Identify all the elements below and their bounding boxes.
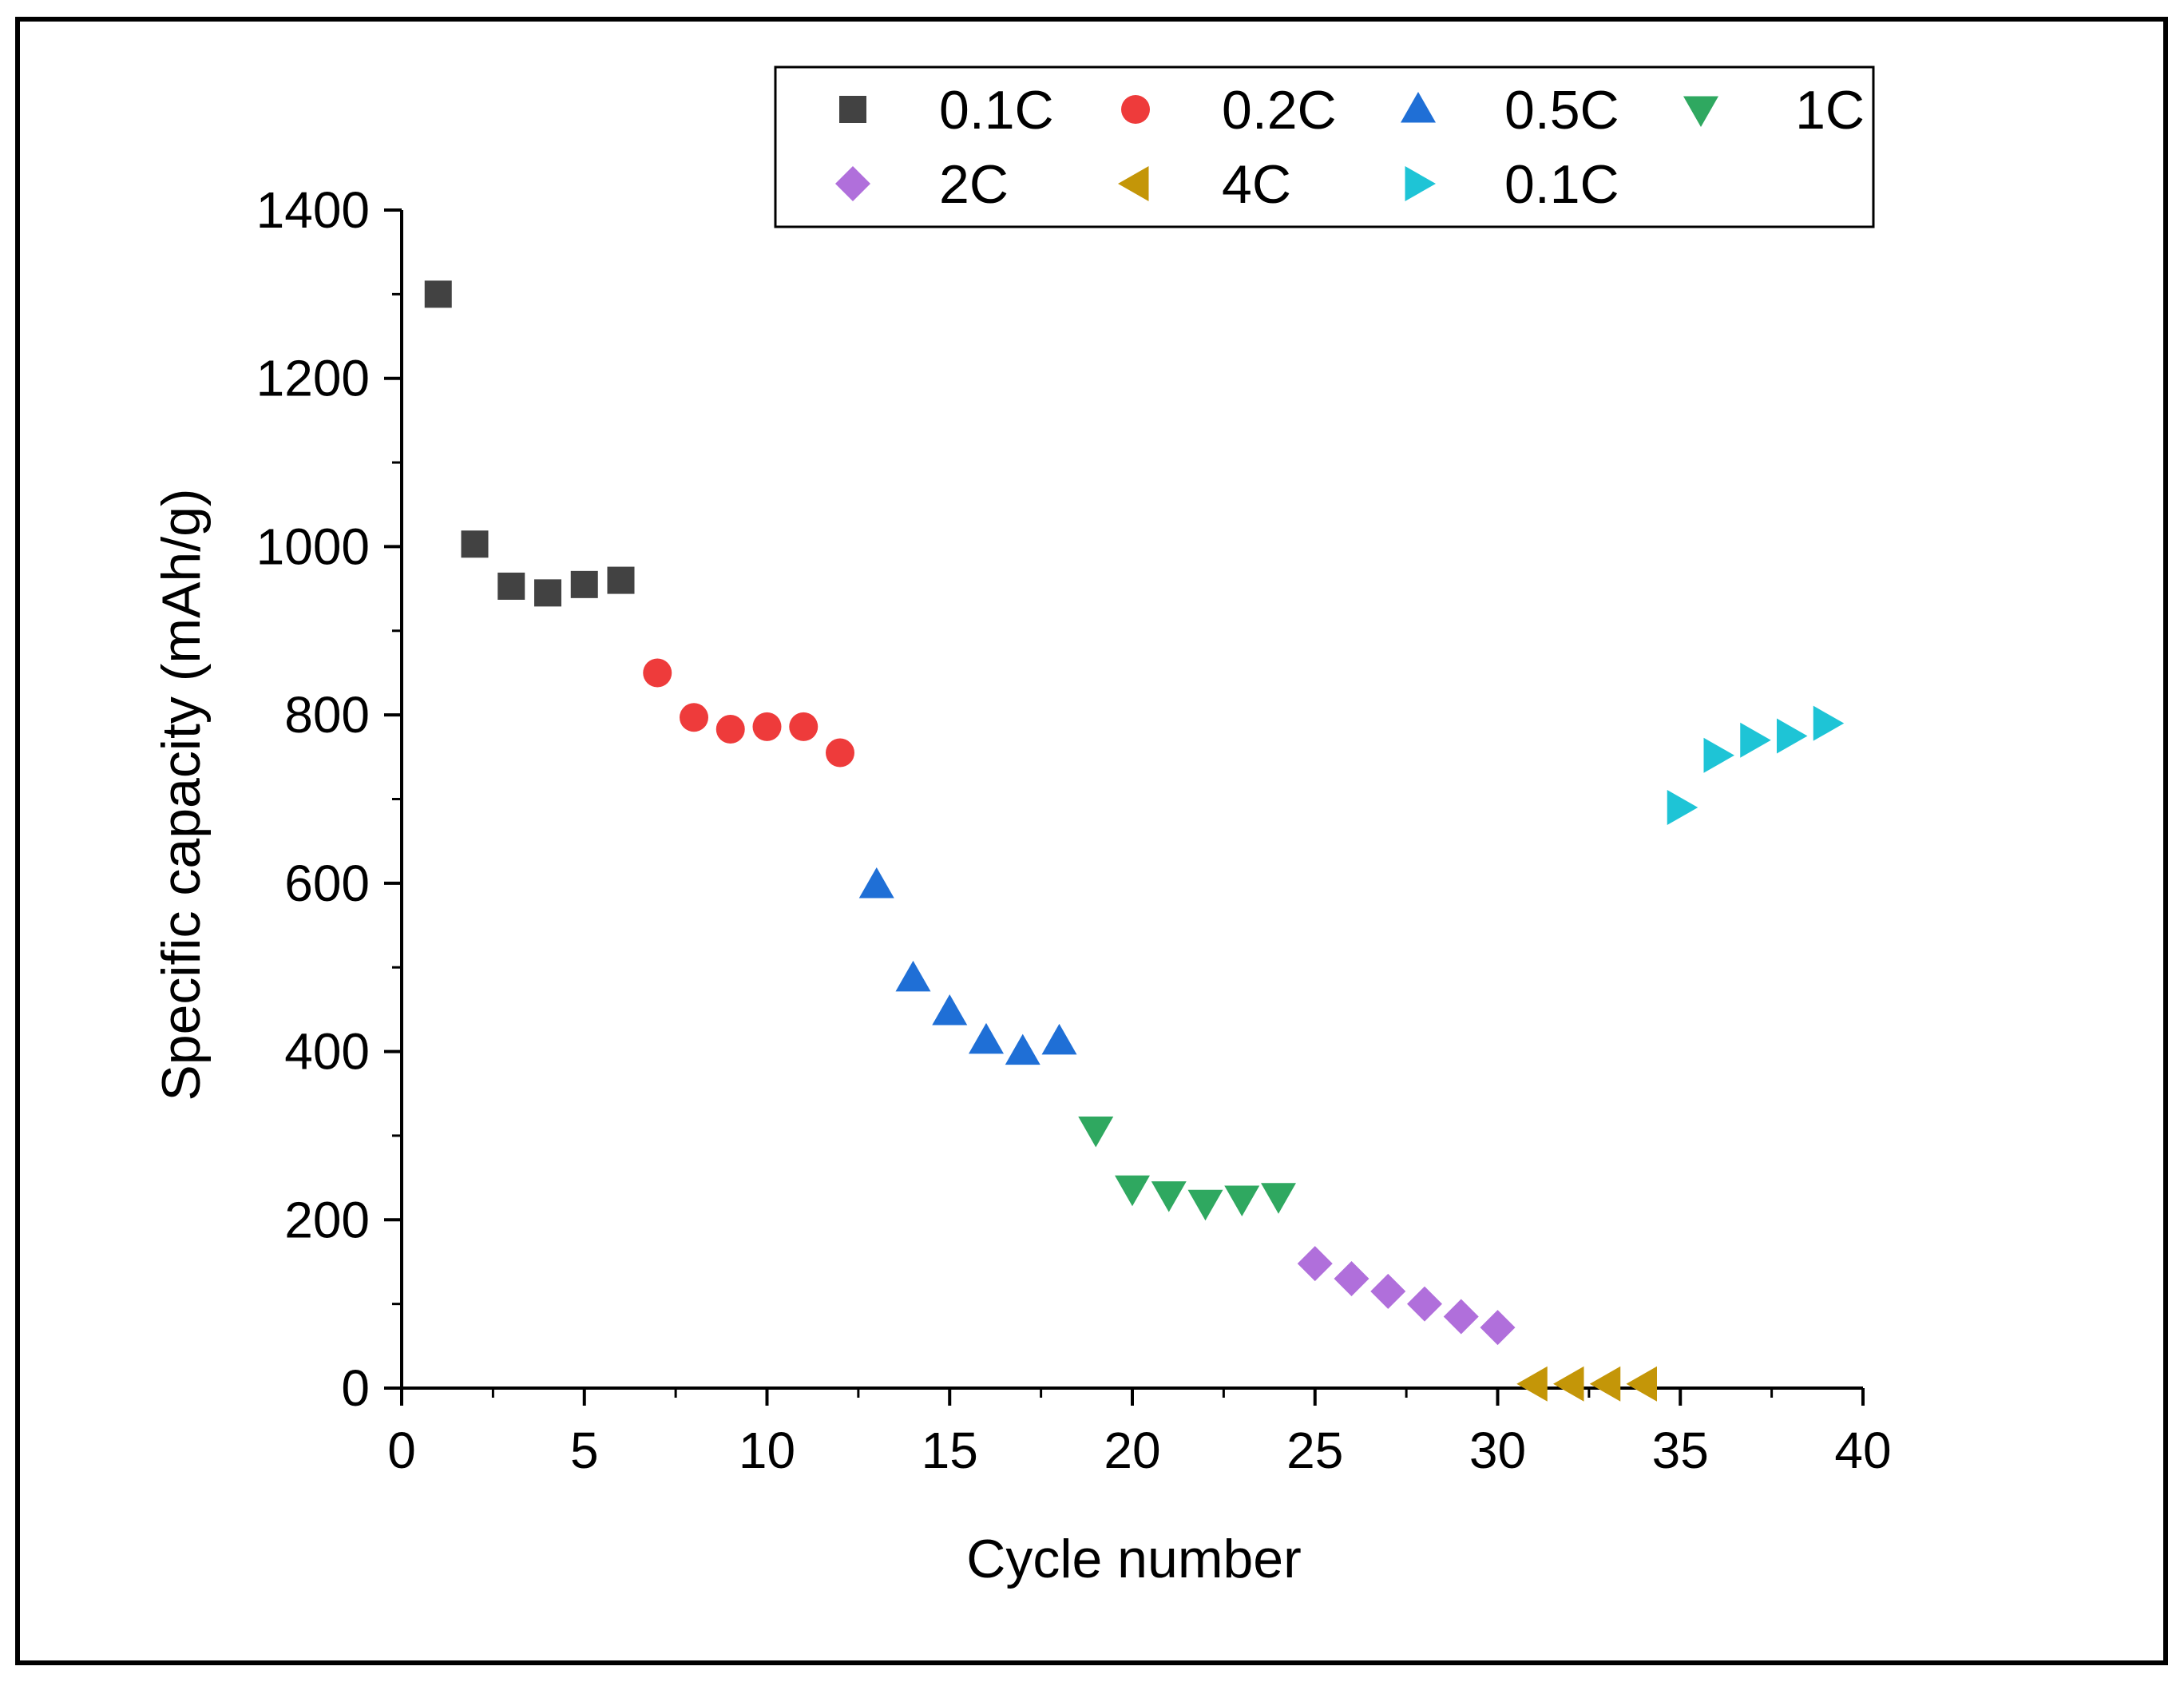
- legend-label-6: 0.1C: [1504, 154, 1619, 215]
- data-point-series-6: [1667, 790, 1698, 826]
- data-point-series-4: [1334, 1261, 1369, 1297]
- y-tick-label: 0: [341, 1359, 370, 1417]
- y-tick-label: 1400: [256, 181, 370, 239]
- legend-label-0: 0.1C: [939, 80, 1054, 141]
- data-point-series-0: [534, 579, 561, 607]
- legend-marker-0: [839, 96, 866, 123]
- legend-marker-5: [1118, 166, 1149, 201]
- legend-label-1: 0.2C: [1222, 80, 1337, 141]
- data-point-series-1: [643, 658, 672, 688]
- x-tick-label: 20: [1104, 1422, 1160, 1479]
- legend-label-2: 0.5C: [1504, 80, 1619, 141]
- x-tick-label: 5: [570, 1422, 599, 1479]
- y-tick-label: 200: [284, 1191, 370, 1248]
- data-point-series-3: [1224, 1185, 1260, 1216]
- data-point-series-4: [1370, 1273, 1406, 1309]
- data-point-series-6: [1740, 722, 1771, 758]
- y-tick-label: 1200: [256, 350, 370, 407]
- legend-label-3: 1C: [1795, 80, 1865, 141]
- data-point-series-2: [1041, 1023, 1077, 1055]
- data-point-series-0: [607, 566, 635, 594]
- data-point-series-3: [1187, 1189, 1223, 1221]
- data-point-series-4: [1297, 1246, 1333, 1282]
- data-point-series-2: [932, 994, 968, 1025]
- x-tick-label: 30: [1469, 1422, 1526, 1479]
- x-tick-label: 35: [1652, 1422, 1709, 1479]
- data-point-series-3: [1115, 1175, 1150, 1207]
- outer-frame: [15, 17, 2168, 1665]
- legend-box: [774, 65, 1875, 228]
- x-tick-label: 40: [1834, 1422, 1891, 1479]
- y-tick-label: 800: [284, 686, 370, 744]
- data-point-series-1: [752, 712, 782, 741]
- legend-label-5: 4C: [1222, 154, 1291, 215]
- data-point-series-2: [1005, 1033, 1040, 1065]
- data-point-series-5: [1516, 1366, 1548, 1402]
- data-point-series-5: [1626, 1366, 1657, 1402]
- data-point-series-0: [570, 570, 598, 598]
- data-point-series-1: [680, 703, 708, 732]
- data-point-series-2: [895, 960, 931, 992]
- legend-marker-3: [1683, 96, 1718, 127]
- data-point-series-3: [1151, 1181, 1187, 1212]
- data-point-series-6: [1703, 737, 1734, 773]
- data-point-series-1: [789, 712, 819, 741]
- tick-labels: 0 5 10 15 20 25 30 35 40020040060080010001200140…: [256, 181, 1892, 1479]
- legend-label-4: 2C: [939, 154, 1009, 215]
- data-point-series-2: [969, 1022, 1004, 1054]
- data-point-series-1: [715, 715, 745, 744]
- data-point-series-5: [1589, 1366, 1621, 1402]
- data-point-series-0: [497, 572, 525, 600]
- y-tick-label: 1000: [256, 518, 370, 575]
- data-point-series-0: [461, 530, 489, 558]
- x-tick-label: 25: [1286, 1422, 1343, 1479]
- data-point-series-5: [1553, 1366, 1584, 1402]
- x-tick-label: 0: [387, 1422, 416, 1479]
- data-point-series-3: [1261, 1183, 1296, 1214]
- x-axis-title: Cycle number: [966, 1529, 1302, 1589]
- data-point-series-0: [424, 280, 452, 308]
- y-axis-title: Specific capacity (mAh/g): [151, 488, 212, 1101]
- data-point-series-2: [858, 867, 894, 899]
- y-tick-label: 400: [284, 1023, 370, 1081]
- legend-marker-6: [1405, 166, 1436, 201]
- data-point-series-4: [1407, 1286, 1442, 1322]
- data-point-series-1: [826, 738, 854, 768]
- legend-marker-4: [835, 166, 870, 201]
- y-tick-label: 600: [284, 855, 370, 912]
- data-point-series-6: [1813, 705, 1845, 741]
- data-points: [424, 280, 1845, 1402]
- tick-marks: [384, 208, 1865, 1406]
- legend-items: 0.1C 0.2C 0.5C 1C 2C 4C 0.1C: [835, 80, 1865, 215]
- legend-marker-2: [1401, 92, 1436, 123]
- data-point-series-6: [1777, 718, 1808, 754]
- legend-marker-1: [1121, 95, 1150, 124]
- x-tick-label: 15: [922, 1422, 978, 1479]
- x-tick-label: 10: [739, 1422, 795, 1479]
- legend: 0.1C 0.2C 0.5C 1C 2C 4C 0.1C: [774, 65, 1875, 228]
- data-point-series-3: [1078, 1117, 1114, 1148]
- data-point-series-4: [1443, 1299, 1479, 1335]
- data-point-series-4: [1480, 1310, 1516, 1346]
